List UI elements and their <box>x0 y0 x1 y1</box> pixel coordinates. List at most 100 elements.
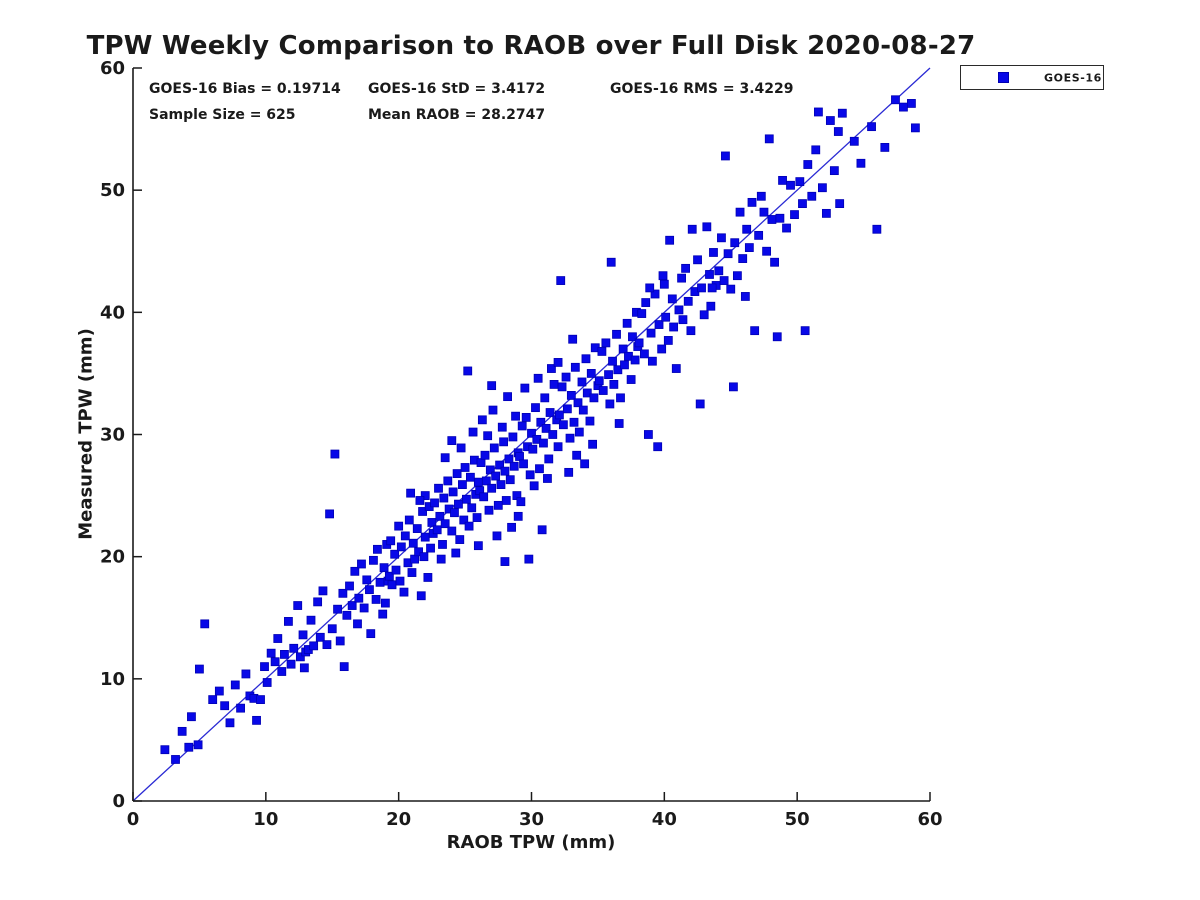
data-point <box>654 320 664 329</box>
data-point <box>505 475 515 485</box>
data-point <box>726 284 736 294</box>
data-point <box>434 483 443 493</box>
data-point <box>657 344 667 354</box>
data-point <box>404 515 414 525</box>
data-point <box>744 243 754 252</box>
data-point <box>318 586 328 596</box>
data-point <box>440 453 450 463</box>
data-point <box>645 283 655 293</box>
data-point <box>350 566 360 576</box>
data-point <box>492 531 502 541</box>
data-point <box>416 591 426 601</box>
x-tick-label: 40 <box>652 809 677 830</box>
data-point <box>605 399 615 409</box>
stat-mean-raob: Mean RAOB = 28.2747 <box>368 107 546 123</box>
data-point <box>723 249 733 259</box>
data-point <box>578 405 588 415</box>
data-point <box>697 283 706 293</box>
data-point <box>390 549 400 559</box>
data-point <box>467 503 477 513</box>
data-point <box>553 358 563 367</box>
data-point <box>520 383 530 393</box>
stat-sample-size: Sample Size = 625 <box>149 107 296 123</box>
data-point <box>609 380 619 389</box>
data-point <box>540 393 550 403</box>
data-point <box>570 362 580 372</box>
data-point <box>653 442 663 452</box>
data-point <box>414 547 423 557</box>
data-point <box>256 695 265 705</box>
data-point <box>193 740 203 750</box>
data-point <box>693 255 702 265</box>
data-point <box>545 408 555 417</box>
data-point <box>714 266 724 276</box>
data-point <box>491 471 501 481</box>
data-point <box>677 273 687 283</box>
y-tick-label: 10 <box>100 669 125 690</box>
stat-rms: GOES-16 RMS = 3.4229 <box>610 81 794 97</box>
data-point <box>313 597 323 607</box>
data-point <box>612 329 621 339</box>
data-point <box>443 476 453 486</box>
data-point <box>613 365 623 375</box>
data-point <box>500 557 510 566</box>
data-point <box>598 386 608 395</box>
data-point <box>384 571 394 581</box>
data-point <box>236 703 245 713</box>
data-point <box>408 538 418 548</box>
data-point <box>566 391 576 400</box>
data-point <box>487 381 497 391</box>
data-point <box>289 643 299 653</box>
data-point <box>872 224 882 234</box>
data-point <box>626 375 636 384</box>
data-point <box>572 450 582 460</box>
data-point <box>800 326 810 336</box>
data-point <box>435 511 445 521</box>
data-point <box>821 208 831 218</box>
data-point <box>640 349 649 359</box>
data-point <box>811 145 821 155</box>
data-point <box>375 577 385 587</box>
data-point <box>426 543 435 553</box>
x-tick-label: 20 <box>386 809 411 830</box>
data-point <box>507 522 516 532</box>
data-point <box>371 595 381 604</box>
data-point <box>322 640 332 650</box>
data-point <box>818 183 827 193</box>
data-point <box>770 257 779 267</box>
data-point <box>420 532 430 542</box>
data-point <box>260 662 269 672</box>
data-point <box>557 382 567 392</box>
x-tick-label: 10 <box>253 809 278 830</box>
data-point <box>415 496 425 505</box>
data-point <box>661 312 671 322</box>
data-point <box>585 416 595 426</box>
y-tick-label: 60 <box>100 58 125 79</box>
data-point <box>418 507 427 516</box>
data-point <box>867 122 876 132</box>
data-point <box>807 191 817 201</box>
data-point <box>594 376 604 386</box>
data-point <box>582 388 592 398</box>
data-point <box>678 315 688 325</box>
data-point <box>772 332 782 342</box>
data-point <box>286 659 296 669</box>
data-point <box>683 296 693 306</box>
data-point <box>549 380 559 389</box>
data-point <box>284 617 293 626</box>
data-point <box>266 648 276 658</box>
legend-label: GOES-16 <box>1044 71 1102 84</box>
data-point <box>756 191 766 201</box>
data-point <box>410 554 420 564</box>
data-point <box>730 238 740 248</box>
data-point <box>325 509 334 519</box>
data-point <box>910 123 920 133</box>
stat-std: GOES-16 StD = 3.4172 <box>368 81 546 97</box>
data-point <box>499 437 509 447</box>
data-point <box>798 199 807 209</box>
data-point <box>517 421 527 431</box>
data-point <box>837 108 847 118</box>
data-point <box>637 309 647 318</box>
data-point <box>472 513 482 522</box>
data-point <box>528 444 538 454</box>
